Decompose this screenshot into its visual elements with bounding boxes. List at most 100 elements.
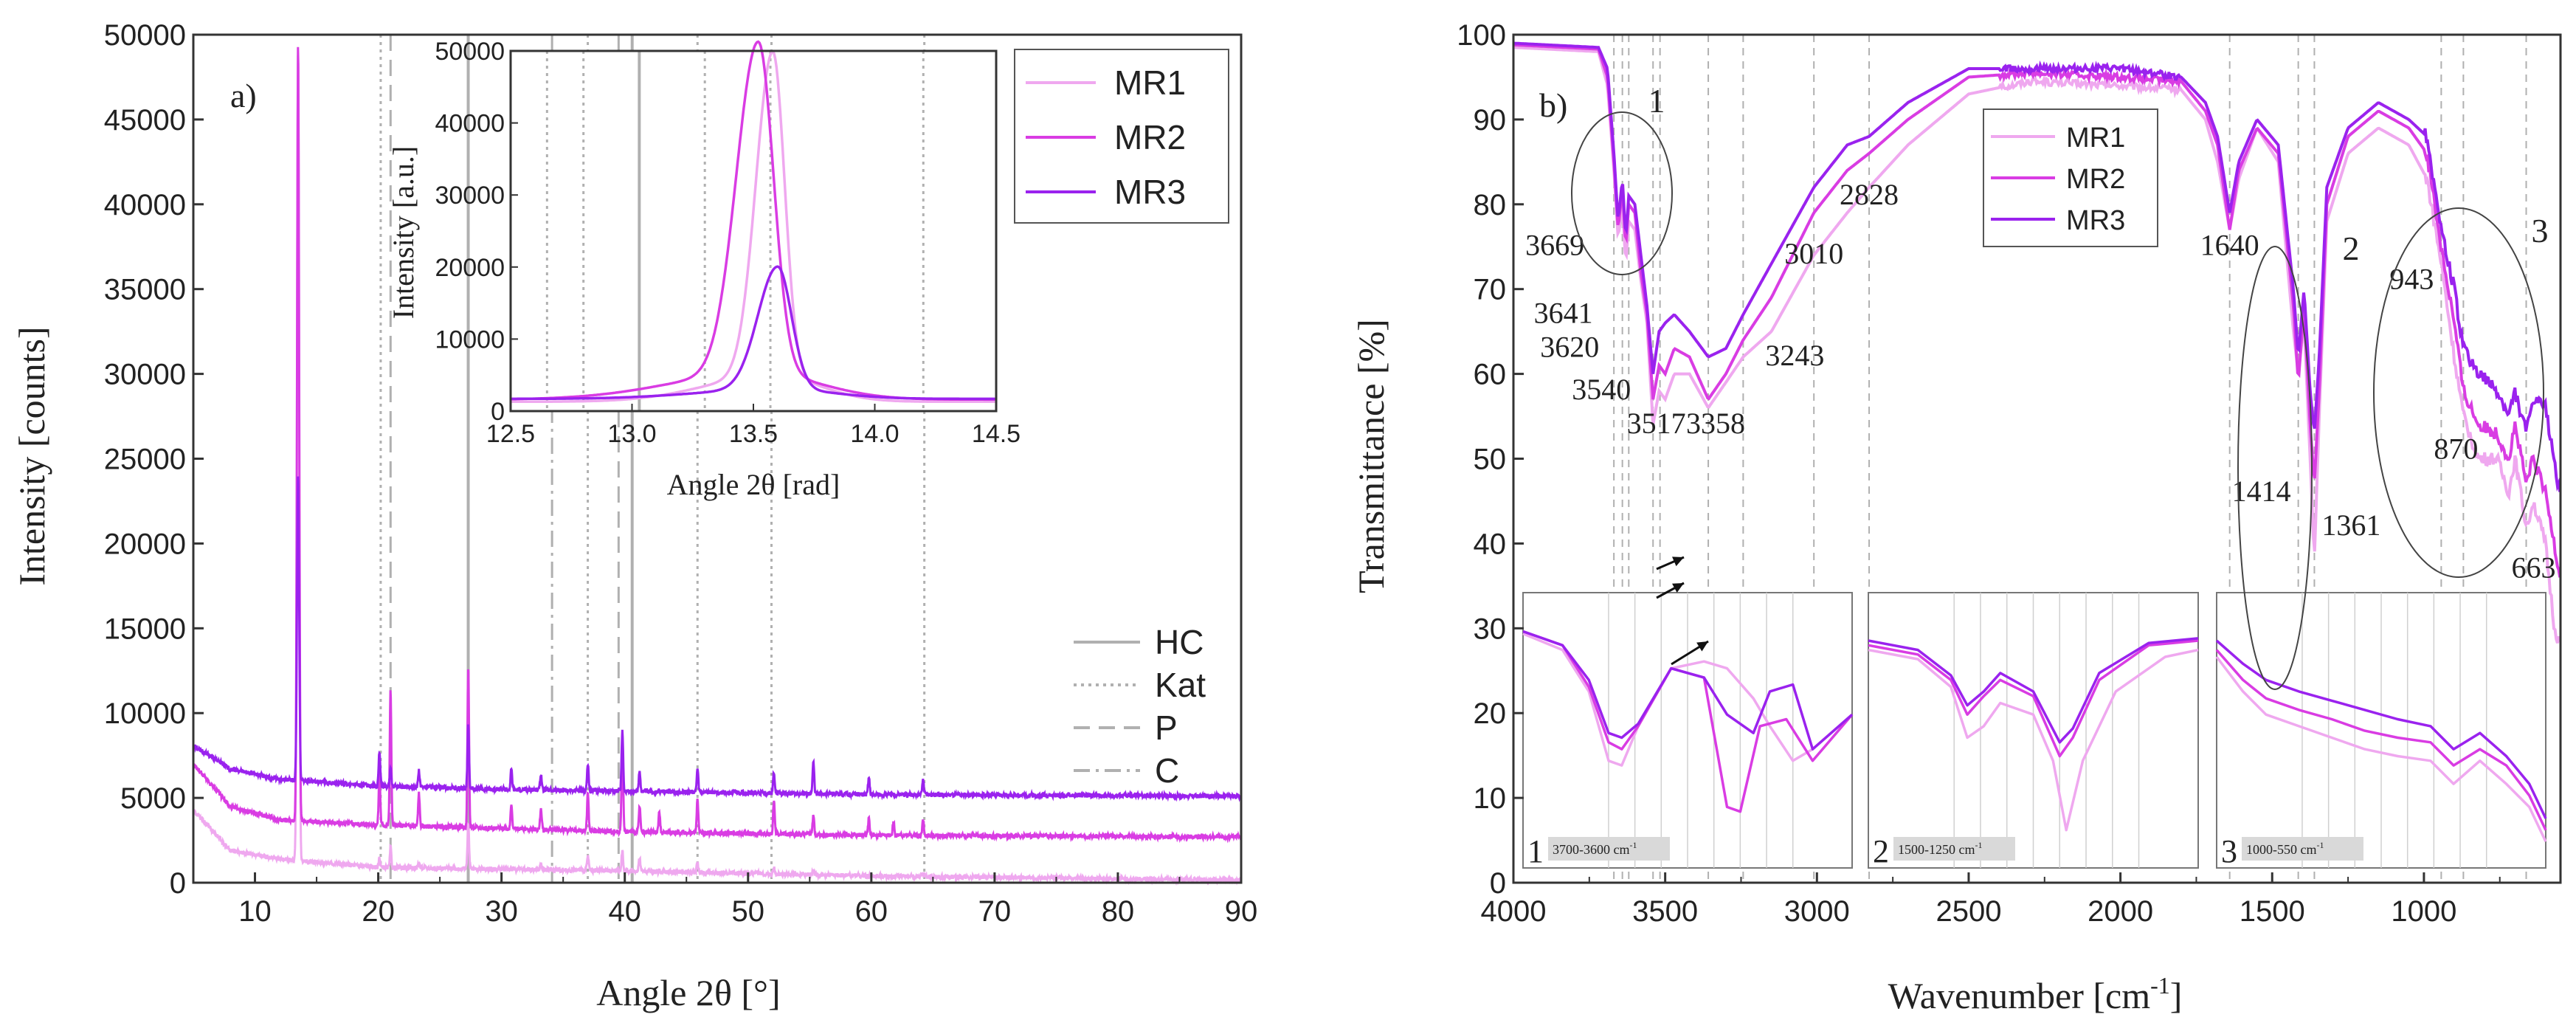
series-line-mr3 [192,476,1243,802]
panel-b-label: b) [1539,86,1567,124]
panel-a-x-axis-label: Angle 2θ [°] [596,972,780,1013]
zoom-inset-line-mr3 [1868,637,2199,744]
y-tick-label: 30 [1474,613,1507,645]
y-tick-label: 80 [1474,189,1507,221]
peak-label-870: 870 [2434,432,2478,466]
zoom-inset-number: 3 [2221,833,2237,869]
inset-reference-lines [545,51,925,411]
inset-series [510,40,995,404]
y-tick-label: 5000 [120,782,186,815]
zoom-inset-range-sup: -1 [2316,840,2324,850]
inset-y-tick-label: 0 [491,398,505,426]
zoom-inset-1: 1 3700-3600 cm-1 [1522,592,1854,869]
peak-label-3540: 3540 [1572,373,1631,406]
zoom-inset-range-sup: -1 [1629,840,1637,850]
panel-b-ftir-chart: 1 3700-3600 cm-1 2 1500-1250 cm-1 3 1000-550 … [1350,19,2562,1016]
legend-label-mr2: MR2 [1114,118,1186,156]
ref-legend-label-kat: Kat [1155,666,1206,704]
y-tick-label: 10 [1474,782,1507,815]
inset-y-tick-label: 30000 [435,182,505,210]
x-tick-label: 1000 [2391,895,2456,928]
panel-b-ticks: 4000 3500 3000 2500 2000 1500 1000 0 10 20 30 40 50 6… [1457,19,2501,928]
arrow-3620-head [1672,583,1684,593]
inset-y-axis-label: Intensity [a.u.] [387,146,420,319]
inset-x-tick-label: 14.5 [972,420,1021,448]
panel-b-x-axis-label-sup: -1 [2150,972,2170,999]
panel-b-x-axis-label-end: ] [2170,975,2183,1016]
zoom-inset-range-label: 1500-1250 cm-1 [1898,840,1982,857]
inset-y-tick-label: 50000 [435,38,505,66]
y-tick-label: 20000 [104,528,186,560]
x-tick-label: 90 [1225,895,1258,928]
y-tick-label: 60 [1474,359,1507,391]
panel-a-xrd-chart: 10 20 30 40 50 60 70 80 90 0 5000 10000 15000 20000 25… [11,19,1257,1013]
peak-label-3010: 3010 [1784,237,1843,270]
zoom-inset-line-mr1 [1868,648,2199,832]
panel-b-legend: MR1 MR2 MR3 [1983,108,2158,247]
inset-y-tick-label: 10000 [435,325,505,354]
x-tick-label: 1500 [2240,895,2305,928]
arrow-3641-head [1672,556,1684,567]
inset-x-tick-label: 13.5 [729,420,778,448]
y-tick-label: 50 [1474,444,1507,476]
peak-label-1640: 1640 [2200,229,2259,262]
y-tick-label: 50000 [104,19,186,52]
panel-a-reference-legend: HC Kat PC [1074,623,1206,790]
inset-series-line-mr3 [511,265,995,401]
zoom-inset-range-text: 1000-550 cm [2246,842,2316,857]
y-tick-label: 40000 [104,189,186,221]
x-tick-label: 80 [1102,895,1135,928]
arrow-3540-head [1696,641,1708,652]
zoom-inset-number: 2 [1873,833,1889,869]
peak-label-3517: 3517 [1627,407,1686,440]
region-3-ellipse [2373,207,2544,578]
zoom-inset-line-mr2 [1868,639,2199,758]
panel-a-series [192,46,1243,886]
y-tick-label: 10000 [104,697,186,730]
panel-b-x-axis-label: Wavenumber [cm-1] [1888,972,2183,1016]
inset-y-tick-label: 40000 [435,110,505,138]
panel-b-y-axis-label: Transmittance [%] [1350,319,1392,593]
peak-label-1361: 1361 [2321,509,2380,542]
x-tick-label: 3500 [1632,895,1698,928]
peak-label-663: 663 [2512,551,2556,584]
panel-a-inset-chart: 12.5 13.0 13.5 14.0 14.5 0 10000 20000 30000 4000… [387,38,1021,501]
y-tick-label: 15000 [104,613,186,645]
inset-x-tick-label: 14.0 [850,420,899,448]
zoom-inset-range-text: 1500-1250 cm [1898,842,1975,857]
peak-label-3243: 3243 [1765,339,1824,372]
region-1-number: 1 [1648,82,1665,120]
x-tick-label: 60 [855,895,888,928]
panel-b-zoom-insets: 1 3700-3600 cm-1 2 1500-1250 cm-1 3 1000-550 … [1522,592,2547,869]
series-line-mr3 [1513,41,2562,492]
zoom-inset-label-background [1893,837,2015,861]
y-tick-label: 100 [1457,19,1506,52]
x-tick-label: 30 [485,895,518,928]
x-tick-label: 3000 [1784,895,1850,928]
ref-legend-label-hc: HC [1155,623,1204,661]
peak-label-3669: 3669 [1525,229,1584,262]
legend-label-mr3: MR3 [2066,205,2125,236]
x-tick-label: 20 [362,895,395,928]
region-1-ellipse [1571,111,1673,275]
zoom-inset-range-label: 3700-3600 cm-1 [1553,840,1637,857]
y-tick-label: 70 [1474,274,1507,306]
legend-label-mr3: MR3 [1114,173,1186,211]
region-2-number: 2 [2343,230,2360,267]
inset-x-tick-label: 12.5 [486,420,535,448]
peak-label-943: 943 [2389,263,2434,296]
y-tick-label: 35000 [104,274,186,306]
y-tick-label: 25000 [104,444,186,476]
panel-b-series [1513,41,2562,644]
peak-label-3358: 3358 [1686,407,1745,440]
y-tick-label: 0 [170,867,186,900]
zoom-inset-label-background [1548,837,1670,861]
legend-label-mr2: MR2 [2066,164,2125,195]
y-tick-label: 30000 [104,359,186,391]
zoom-inset-line-mr3 [1522,630,1854,751]
peak-label-1414: 1414 [2232,475,2291,508]
y-tick-label: 20 [1474,697,1507,730]
inset-series-line-mr1 [511,49,995,404]
x-tick-label: 10 [238,895,272,928]
